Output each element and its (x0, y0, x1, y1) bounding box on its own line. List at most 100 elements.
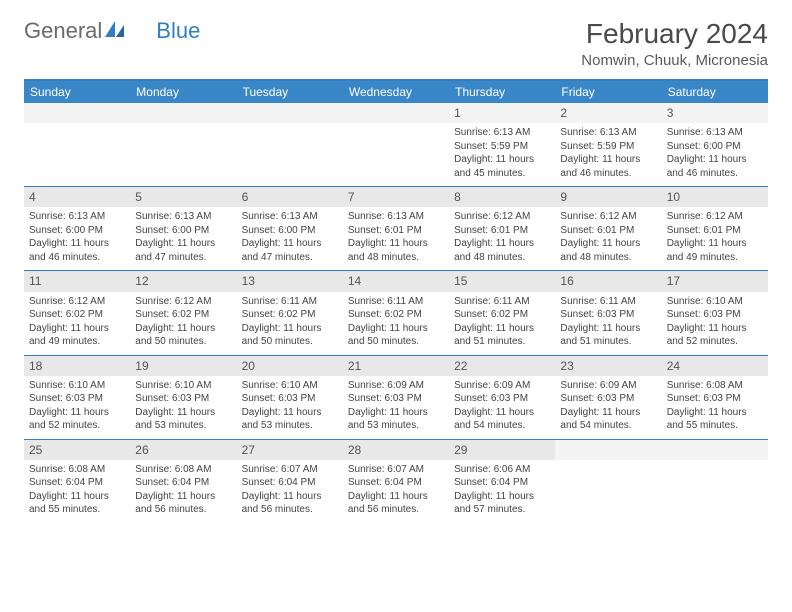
sunset-text: Sunset: 6:01 PM (348, 224, 444, 238)
day-number (24, 103, 130, 123)
day-number: 28 (343, 440, 449, 460)
daylight-text: Daylight: 11 hours and 56 minutes. (242, 490, 338, 517)
day-cell-empty (237, 103, 343, 186)
sunrise-text: Sunrise: 6:09 AM (348, 379, 444, 393)
day-cell: 27Sunrise: 6:07 AMSunset: 6:04 PMDayligh… (237, 440, 343, 523)
sunrise-text: Sunrise: 6:13 AM (242, 210, 338, 224)
sunrise-text: Sunrise: 6:12 AM (667, 210, 763, 224)
day-number: 7 (343, 187, 449, 207)
dow-saturday: Saturday (662, 81, 768, 103)
sunrise-text: Sunrise: 6:10 AM (667, 295, 763, 309)
daylight-text: Daylight: 11 hours and 46 minutes. (667, 153, 763, 180)
daylight-text: Daylight: 11 hours and 54 minutes. (454, 406, 550, 433)
daylight-text: Daylight: 11 hours and 53 minutes. (242, 406, 338, 433)
day-number: 19 (130, 356, 236, 376)
sunrise-text: Sunrise: 6:08 AM (135, 463, 231, 477)
sunset-text: Sunset: 6:03 PM (560, 392, 656, 406)
sunrise-text: Sunrise: 6:07 AM (242, 463, 338, 477)
daylight-text: Daylight: 11 hours and 52 minutes. (29, 406, 125, 433)
sunrise-text: Sunrise: 6:06 AM (454, 463, 550, 477)
day-number: 4 (24, 187, 130, 207)
daylight-text: Daylight: 11 hours and 51 minutes. (560, 322, 656, 349)
day-cell: 18Sunrise: 6:10 AMSunset: 6:03 PMDayligh… (24, 356, 130, 439)
sunset-text: Sunset: 6:00 PM (29, 224, 125, 238)
sunrise-text: Sunrise: 6:07 AM (348, 463, 444, 477)
daylight-text: Daylight: 11 hours and 46 minutes. (29, 237, 125, 264)
day-number: 27 (237, 440, 343, 460)
sunset-text: Sunset: 6:03 PM (560, 308, 656, 322)
week-row: 11Sunrise: 6:12 AMSunset: 6:02 PMDayligh… (24, 270, 768, 354)
sunset-text: Sunset: 6:03 PM (667, 392, 763, 406)
daylight-text: Daylight: 11 hours and 50 minutes. (135, 322, 231, 349)
day-cell: 29Sunrise: 6:06 AMSunset: 6:04 PMDayligh… (449, 440, 555, 523)
daylight-text: Daylight: 11 hours and 50 minutes. (348, 322, 444, 349)
sunset-text: Sunset: 6:02 PM (242, 308, 338, 322)
daylight-text: Daylight: 11 hours and 54 minutes. (560, 406, 656, 433)
sunset-text: Sunset: 5:59 PM (454, 140, 550, 154)
sunset-text: Sunset: 6:04 PM (454, 476, 550, 490)
day-number (130, 103, 236, 123)
daylight-text: Daylight: 11 hours and 48 minutes. (454, 237, 550, 264)
daylight-text: Daylight: 11 hours and 56 minutes. (135, 490, 231, 517)
day-cell: 21Sunrise: 6:09 AMSunset: 6:03 PMDayligh… (343, 356, 449, 439)
sunrise-text: Sunrise: 6:10 AM (29, 379, 125, 393)
daylight-text: Daylight: 11 hours and 49 minutes. (667, 237, 763, 264)
sunset-text: Sunset: 6:02 PM (348, 308, 444, 322)
day-number (555, 440, 661, 460)
dow-tuesday: Tuesday (237, 81, 343, 103)
day-cell-empty (130, 103, 236, 186)
sunrise-text: Sunrise: 6:13 AM (135, 210, 231, 224)
page-header: General Blue February 2024 Nomwin, Chuuk… (24, 18, 768, 69)
daylight-text: Daylight: 11 hours and 45 minutes. (454, 153, 550, 180)
sunrise-text: Sunrise: 6:12 AM (29, 295, 125, 309)
day-number: 1 (449, 103, 555, 123)
daylight-text: Daylight: 11 hours and 55 minutes. (667, 406, 763, 433)
sunset-text: Sunset: 6:02 PM (29, 308, 125, 322)
day-cell: 9 Sunrise: 6:12 AMSunset: 6:01 PMDaylight… (555, 187, 661, 270)
sunset-text: Sunset: 6:03 PM (667, 308, 763, 322)
weeks-container: 1Sunrise: 6:13 AMSunset: 5:59 PMDaylight… (24, 103, 768, 523)
dow-sunday: Sunday (24, 81, 130, 103)
week-row: 1Sunrise: 6:13 AMSunset: 5:59 PMDaylight… (24, 103, 768, 186)
day-number: 3 (662, 103, 768, 123)
day-number: 13 (237, 271, 343, 291)
sunset-text: Sunset: 6:03 PM (348, 392, 444, 406)
logo: General Blue (24, 18, 200, 44)
day-number: 9 (555, 187, 661, 207)
day-cell: 12Sunrise: 6:12 AMSunset: 6:02 PMDayligh… (130, 271, 236, 354)
day-number: 29 (449, 440, 555, 460)
sunset-text: Sunset: 6:01 PM (454, 224, 550, 238)
sunset-text: Sunset: 6:03 PM (29, 392, 125, 406)
sunset-text: Sunset: 6:01 PM (667, 224, 763, 238)
day-cell: 19Sunrise: 6:10 AMSunset: 6:03 PMDayligh… (130, 356, 236, 439)
sunset-text: Sunset: 6:00 PM (135, 224, 231, 238)
day-cell: 2Sunrise: 6:13 AMSunset: 5:59 PMDaylight… (555, 103, 661, 186)
day-number: 11 (24, 271, 130, 291)
sunset-text: Sunset: 6:03 PM (242, 392, 338, 406)
day-cell: 10Sunrise: 6:12 AMSunset: 6:01 PMDayligh… (662, 187, 768, 270)
daylight-text: Daylight: 11 hours and 55 minutes. (29, 490, 125, 517)
day-cell: 22Sunrise: 6:09 AMSunset: 6:03 PMDayligh… (449, 356, 555, 439)
day-number: 12 (130, 271, 236, 291)
sunset-text: Sunset: 6:01 PM (560, 224, 656, 238)
week-row: 18Sunrise: 6:10 AMSunset: 6:03 PMDayligh… (24, 355, 768, 439)
week-row: 25Sunrise: 6:08 AMSunset: 6:04 PMDayligh… (24, 439, 768, 523)
sunrise-text: Sunrise: 6:09 AM (560, 379, 656, 393)
day-number: 23 (555, 356, 661, 376)
sunset-text: Sunset: 6:00 PM (667, 140, 763, 154)
daylight-text: Daylight: 11 hours and 48 minutes. (560, 237, 656, 264)
sunset-text: Sunset: 5:59 PM (560, 140, 656, 154)
day-number: 21 (343, 356, 449, 376)
month-title: February 2024 (581, 18, 768, 50)
sunrise-text: Sunrise: 6:10 AM (242, 379, 338, 393)
day-number: 26 (130, 440, 236, 460)
dow-thursday: Thursday (449, 81, 555, 103)
sunrise-text: Sunrise: 6:13 AM (454, 126, 550, 140)
day-cell: 24Sunrise: 6:08 AMSunset: 6:03 PMDayligh… (662, 356, 768, 439)
day-number (237, 103, 343, 123)
day-cell-empty (343, 103, 449, 186)
day-cell-empty (555, 440, 661, 523)
sunset-text: Sunset: 6:03 PM (135, 392, 231, 406)
sunrise-text: Sunrise: 6:12 AM (560, 210, 656, 224)
day-cell: 5Sunrise: 6:13 AMSunset: 6:00 PMDaylight… (130, 187, 236, 270)
